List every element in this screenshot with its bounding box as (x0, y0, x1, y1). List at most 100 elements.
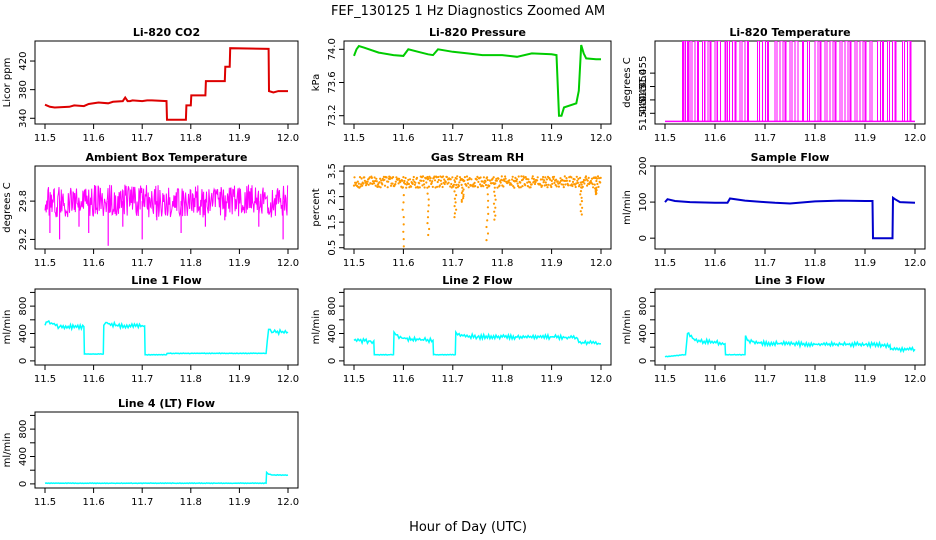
rh-spike-point (460, 200, 463, 203)
rh-point (421, 175, 425, 178)
x-tick-label: 11.6 (82, 497, 104, 508)
panel-line-2-flow: Line 2 Flow ml/min 11.5 11.6 11.7 11.8 11.9 12.… (311, 274, 612, 385)
rh-point (436, 185, 439, 188)
rh-spike-point (581, 206, 584, 209)
x-tick-label: 11.8 (491, 133, 513, 144)
rh-point (360, 177, 363, 180)
rh-point (363, 179, 366, 182)
rh-point (567, 184, 570, 187)
rh-spike-point (461, 186, 464, 189)
rh-point (373, 176, 376, 179)
y-tick-label: 2.5 (327, 189, 338, 205)
rh-point (542, 181, 545, 184)
rh-point (415, 176, 419, 179)
rh-spike-point (428, 227, 431, 231)
rh-point (358, 176, 362, 179)
rh-point (412, 178, 415, 181)
panel-title: Line 2 Flow (442, 274, 512, 287)
rh-point (542, 175, 545, 179)
x-tick-label: 11.7 (131, 133, 153, 144)
x-tick-label: 11.7 (754, 258, 776, 269)
rh-point (422, 179, 425, 182)
y-tick-label: 0 (18, 481, 29, 487)
plot-area (44, 184, 289, 246)
rh-point (508, 179, 511, 182)
rh-point (551, 182, 554, 185)
y-tick-label: 73.6 (327, 71, 338, 93)
temperature-spike (702, 41, 705, 122)
rh-point (589, 179, 593, 183)
rh-spike-point (580, 200, 584, 203)
x-tick-label: 11.5 (654, 374, 676, 385)
x-tick-label: 11.7 (754, 133, 776, 144)
rh-point (486, 178, 489, 182)
rh-point (515, 178, 519, 181)
x-tick-label: 11.7 (442, 374, 464, 385)
rh-point (374, 179, 377, 183)
rh-point (532, 177, 536, 181)
rh-point (433, 175, 436, 178)
rh-point (565, 177, 568, 180)
x-tick-label: 11.8 (804, 258, 826, 269)
y-axis-label: degrees C (622, 57, 633, 107)
rh-point (365, 182, 369, 185)
rh-point (582, 180, 585, 183)
x-tick-label: 11.8 (804, 133, 826, 144)
rh-point (414, 186, 417, 189)
temperature-spike (757, 41, 760, 122)
series-line (664, 331, 916, 358)
rh-point (430, 181, 433, 185)
rh-spike-point (453, 205, 456, 208)
rh-point (546, 186, 549, 189)
rh-point (353, 176, 356, 179)
rh-spike-point (485, 239, 488, 242)
y-axis-label: degrees C (2, 182, 13, 232)
x-tick-label: 11.9 (854, 258, 876, 269)
rh-point (536, 179, 539, 182)
x-tick-label: 11.6 (82, 258, 104, 269)
temperature-spike (864, 41, 867, 122)
rh-point (402, 176, 405, 179)
rh-point (484, 183, 488, 187)
rh-point (374, 184, 377, 187)
y-tick-label: 1.5 (327, 214, 338, 230)
rh-point (521, 185, 524, 188)
temperature-spike (774, 41, 778, 122)
rh-spike-point (486, 232, 490, 235)
x-tick-label: 11.8 (180, 133, 202, 144)
rh-point (476, 175, 479, 178)
rh-point (516, 182, 519, 185)
rh-point (369, 182, 372, 185)
rh-point (580, 183, 583, 186)
rh-point (454, 180, 457, 183)
x-tick-label: 11.9 (540, 133, 562, 144)
plot-frame (34, 411, 299, 489)
plot-frame (654, 288, 926, 366)
rh-spike-point (427, 198, 430, 201)
temperature-spike (849, 41, 852, 122)
rh-point (497, 177, 500, 180)
x-tick-label: 11.5 (654, 133, 676, 144)
rh-spike-point (580, 186, 584, 189)
rh-point (468, 177, 471, 180)
y-axis-label: ml/min (2, 310, 13, 345)
rh-point (526, 185, 530, 188)
rh-point (458, 176, 462, 179)
rh-spike-point (580, 196, 583, 199)
panel-ambient-box-temperature: Ambient Box Temperature degrees C 11.5 11.6… (2, 151, 299, 269)
x-tick-label: 11.5 (34, 258, 56, 269)
rh-point (356, 180, 359, 183)
rh-point (427, 185, 431, 188)
temperature-spike (902, 41, 905, 122)
temperature-spike (779, 41, 784, 122)
rh-point (443, 178, 446, 181)
rh-point (498, 184, 501, 187)
rh-point (481, 180, 484, 183)
rh-point (570, 176, 573, 179)
rh-spike-point (579, 193, 582, 196)
panel-li-820-temperature: Li-820 Temperature degrees C 11.5 11.6 11.7 1… (622, 26, 926, 144)
rh-point (452, 185, 455, 188)
rh-point (385, 176, 388, 179)
y-tick-label: 3.5 (327, 163, 338, 179)
x-tick-label: 11.7 (754, 374, 776, 385)
